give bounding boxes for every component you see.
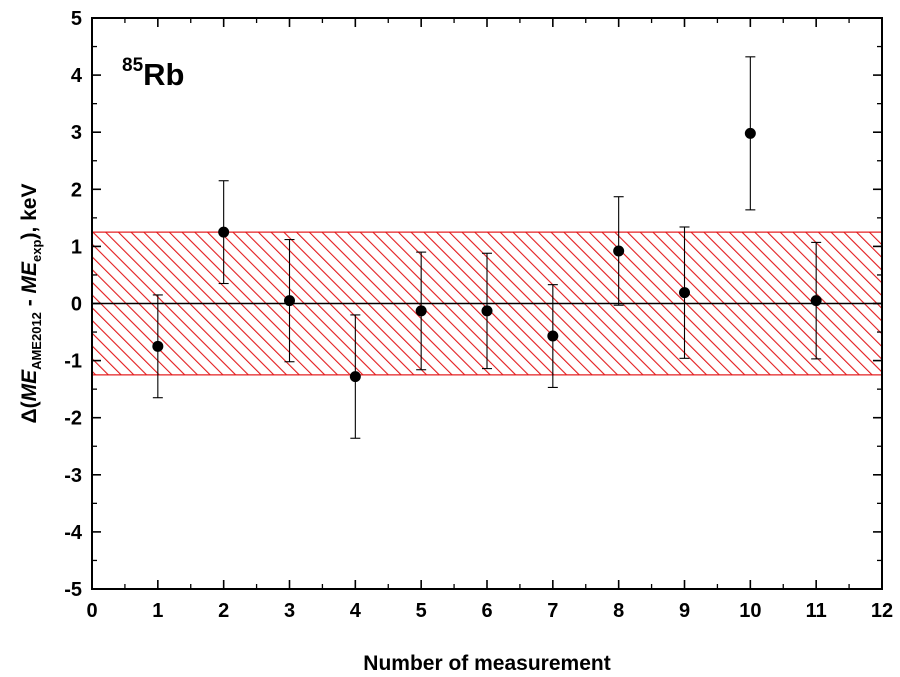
data-point bbox=[218, 226, 230, 238]
x-tick-label: 2 bbox=[218, 600, 229, 622]
y-label-sub1: AME2012 bbox=[29, 312, 44, 370]
y-tick-label: -4 bbox=[64, 522, 83, 544]
y-label-prefix: Δ( bbox=[18, 401, 41, 423]
data-point-group bbox=[613, 196, 625, 306]
x-tick-label: 10 bbox=[739, 600, 761, 622]
y-tick-label: -1 bbox=[64, 351, 82, 373]
x-tick-label: 4 bbox=[350, 600, 362, 622]
data-point bbox=[152, 340, 164, 352]
y-tick-label: -5 bbox=[64, 579, 82, 601]
data-point-group bbox=[744, 56, 756, 211]
data-point bbox=[481, 305, 493, 317]
y-tick-label: -2 bbox=[64, 408, 82, 430]
data-point-group bbox=[415, 251, 427, 371]
data-point-group bbox=[481, 252, 493, 370]
x-axis-label: Number of measurement bbox=[363, 652, 610, 675]
data-point-group bbox=[284, 238, 295, 363]
x-tick-label: 11 bbox=[806, 600, 827, 622]
y-tick-label: 0 bbox=[71, 294, 82, 316]
data-point-group bbox=[679, 226, 690, 359]
y-tick-label: 4 bbox=[71, 65, 83, 87]
x-tick-label: 12 bbox=[871, 600, 893, 622]
data-point-group bbox=[810, 241, 822, 360]
data-point bbox=[415, 305, 427, 317]
x-tick-label: 7 bbox=[547, 600, 558, 622]
y-tick-label: -3 bbox=[64, 465, 82, 487]
y-label-minus: - bbox=[18, 293, 41, 312]
data-point bbox=[349, 371, 361, 383]
data-point bbox=[744, 127, 756, 139]
y-label-me2: ME bbox=[18, 261, 41, 293]
data-point bbox=[547, 330, 559, 342]
isotope-mass-number: 85 bbox=[122, 55, 144, 76]
x-tick-label: 0 bbox=[86, 600, 97, 622]
y-tick-label: 2 bbox=[71, 179, 82, 201]
y-tick-label: 5 bbox=[71, 8, 82, 30]
x-tick-label: 9 bbox=[679, 600, 690, 622]
data-point-group bbox=[349, 314, 361, 439]
x-tick-label: 1 bbox=[152, 600, 163, 622]
y-axis-label: Δ(MEAME2012 - MEexp), keV bbox=[18, 183, 44, 423]
x-tick-label: 5 bbox=[416, 600, 427, 622]
y-label-sub2: exp bbox=[29, 239, 44, 261]
y-tick-label: 1 bbox=[71, 236, 82, 258]
data-point bbox=[284, 295, 295, 307]
data-point bbox=[613, 245, 625, 257]
data-point-group bbox=[152, 294, 164, 399]
y-tick-label: 3 bbox=[71, 122, 82, 144]
y-label-me1: ME bbox=[18, 369, 41, 401]
isotope-element: Rb bbox=[143, 57, 184, 92]
data-point-group bbox=[218, 180, 230, 285]
y-label-suffix: ), keV bbox=[18, 183, 41, 239]
isotope-annotation: 85Rb bbox=[122, 55, 184, 92]
x-tick-label: 3 bbox=[284, 600, 295, 622]
data-point bbox=[810, 295, 822, 307]
data-point bbox=[679, 287, 690, 299]
data-point-group bbox=[547, 284, 559, 388]
x-tick-label: 8 bbox=[613, 600, 624, 622]
x-tick-label: 6 bbox=[481, 600, 492, 622]
data-points-layer bbox=[152, 56, 822, 439]
